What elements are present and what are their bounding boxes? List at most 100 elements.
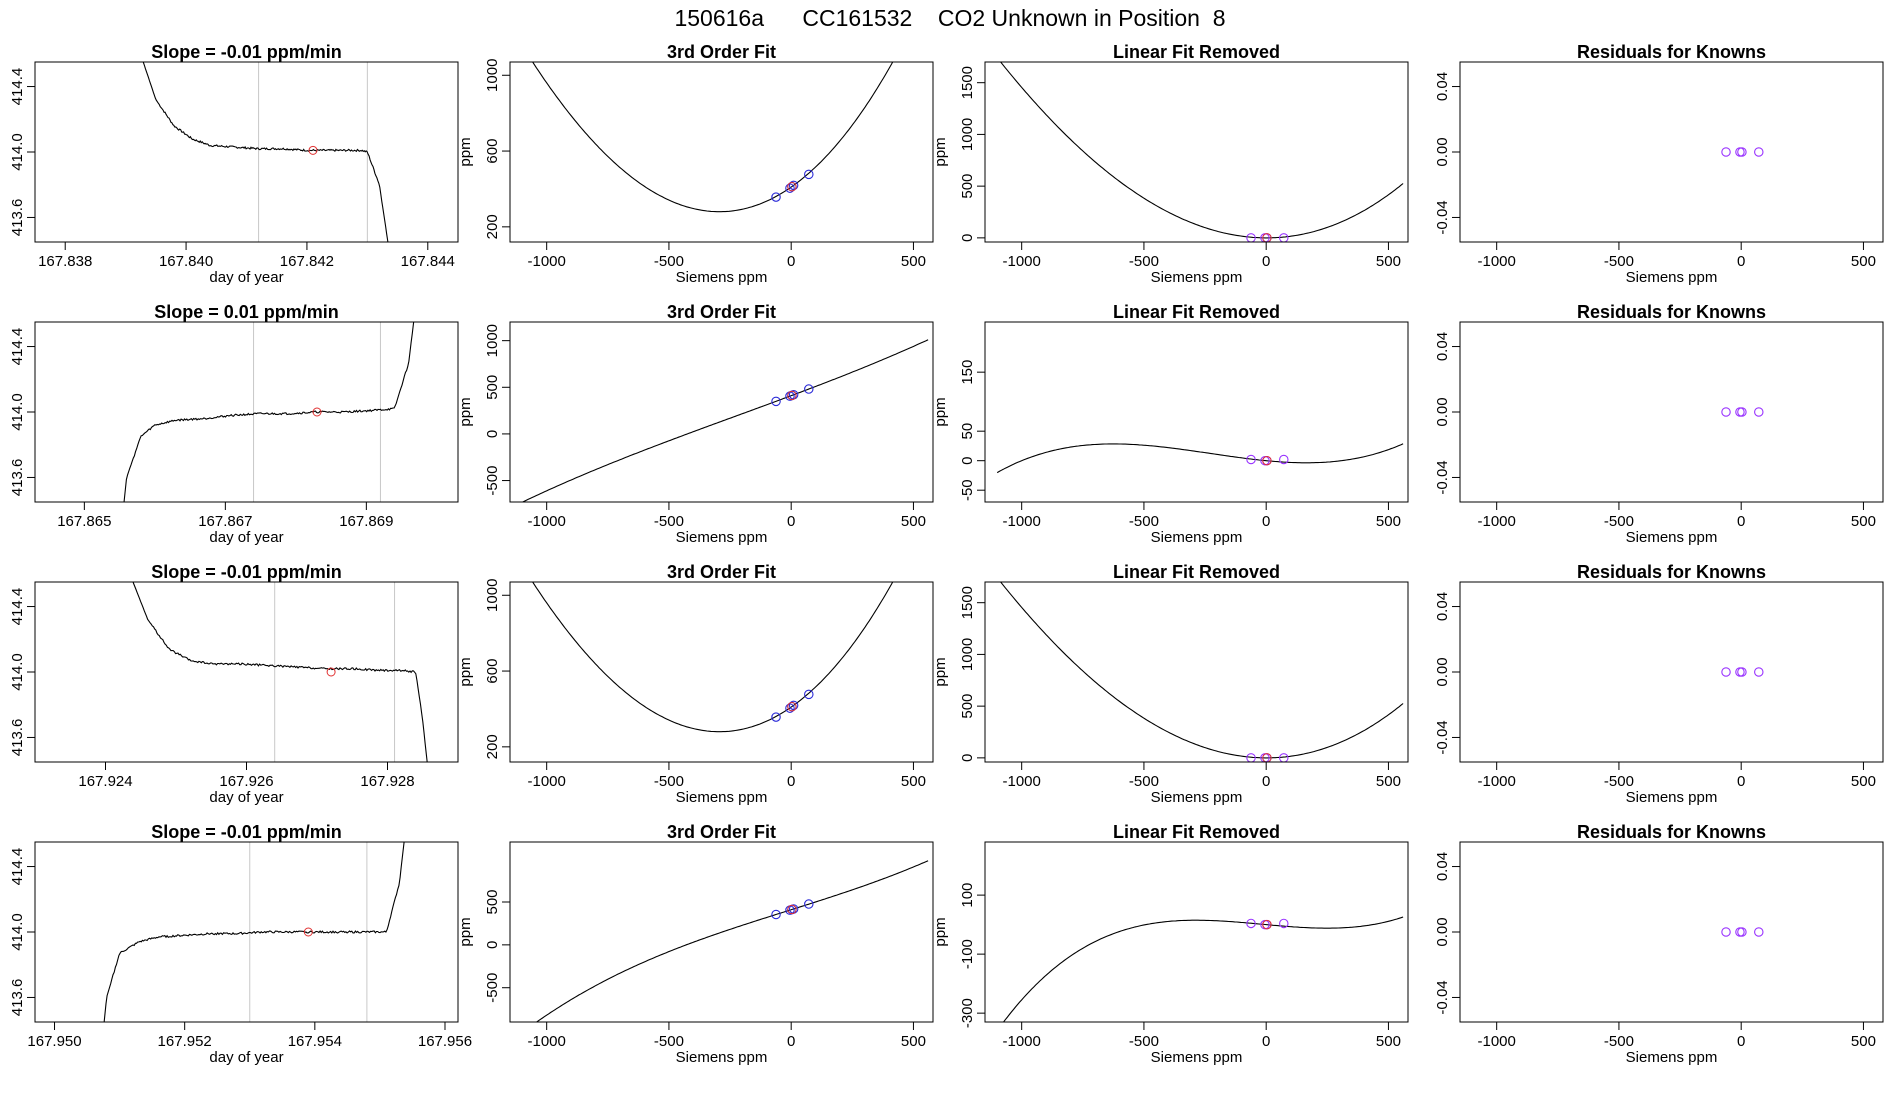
x-axis-label: Siemens ppm (1151, 269, 1243, 286)
panel-0-fit3: 3rd Order Fit -1000 -500 0 500 Siemens ppm 200… (457, 42, 934, 286)
y-tick-label: 150 (959, 360, 976, 385)
plot-area (1002, 916, 1404, 1022)
x-tick-label: -500 (1604, 513, 1634, 530)
x-tick-label: -1000 (1002, 253, 1040, 270)
x-tick-label: -1000 (1002, 773, 1040, 790)
x-axis-label: Siemens ppm (676, 789, 768, 806)
plot-area (1721, 667, 1764, 677)
known-standard-point (1279, 753, 1289, 762)
x-axis-label: Siemens ppm (1626, 1049, 1718, 1066)
x-tick-label: 167.926 (219, 773, 273, 790)
x-tick-label: 500 (901, 513, 926, 530)
unknown-sample-point (1262, 919, 1272, 930)
plot-frame (984, 321, 1409, 503)
ppm-trace-line (123, 322, 415, 502)
x-tick-label: 500 (901, 773, 926, 790)
fit-curve-line (1002, 916, 1404, 1022)
plot-frame (509, 841, 934, 1023)
panel-2-trace: Slope = -0.01 ppm/min 167.924 167.926 167.9… (9, 562, 459, 806)
y-tick-label: 1000 (484, 579, 501, 612)
fit-curve-line (532, 62, 894, 213)
y-axis-label: ppm (457, 397, 474, 426)
y-tick-label: -500 (484, 466, 501, 496)
known-standard-point (788, 180, 799, 191)
x-tick-label: 0 (1737, 253, 1745, 270)
y-tick-label: 0 (959, 457, 976, 465)
plot-frame (1459, 841, 1884, 1023)
known-standard-point (804, 689, 814, 700)
plot-area (123, 322, 415, 502)
x-tick-label: 500 (1851, 773, 1876, 790)
y-tick-label: 0 (484, 941, 501, 949)
y-tick-label: 414.0 (9, 393, 26, 431)
residual-point (1754, 147, 1764, 157)
x-tick-label: 0 (1262, 513, 1270, 530)
panel-title: Linear Fit Removed (1113, 562, 1280, 582)
unknown-sample-point (787, 701, 797, 712)
x-tick-label: 167.867 (198, 513, 252, 530)
y-tick-label: -300 (959, 998, 976, 1028)
x-tick-label: 500 (1851, 1033, 1876, 1050)
x-tick-label: 500 (901, 253, 926, 270)
known-standard-point (1246, 753, 1256, 762)
y-tick-label: -0.04 (1434, 720, 1451, 754)
x-tick-label: -1000 (527, 773, 565, 790)
plot-area (532, 62, 894, 213)
known-standard-point (771, 712, 781, 722)
x-tick-label: -1000 (1002, 513, 1040, 530)
panel-title: 3rd Order Fit (667, 562, 776, 582)
panel-title: Slope = -0.01 ppm/min (151, 822, 342, 842)
x-tick-label: -1000 (1477, 513, 1515, 530)
x-tick-label: 167.842 (280, 253, 334, 270)
plot-frame (34, 61, 459, 243)
plot-area (535, 860, 929, 1022)
y-tick-label: 0 (484, 430, 501, 438)
x-tick-label: 167.865 (57, 513, 111, 530)
plot-area (521, 339, 929, 502)
plot-frame (984, 581, 1409, 763)
x-tick-label: 0 (1262, 773, 1270, 790)
x-tick-label: 0 (787, 513, 795, 530)
x-tick-label: -500 (654, 1033, 684, 1050)
x-tick-label: -500 (1129, 253, 1159, 270)
y-axis-label: ppm (932, 917, 949, 946)
panel-title: Linear Fit Removed (1113, 302, 1280, 322)
x-tick-label: 167.954 (288, 1033, 342, 1050)
panel-2-resid: Residuals for Knowns -1000 -500 0 500 Siemens… (1434, 562, 1884, 806)
residual-point (1735, 407, 1745, 417)
x-tick-label: 0 (1262, 253, 1270, 270)
known-standard-point (1279, 454, 1289, 465)
plot-area (532, 582, 894, 733)
known-standard-point (804, 384, 814, 394)
plot-area (132, 582, 428, 762)
x-tick-label: -1000 (1477, 773, 1515, 790)
y-axis-label: ppm (457, 137, 474, 166)
y-axis-label: ppm (457, 917, 474, 946)
ppm-trace-line (142, 62, 389, 242)
plot-frame (509, 61, 934, 243)
y-tick-label: 1000 (484, 324, 501, 357)
y-tick-label: 0.00 (1434, 917, 1451, 946)
x-tick-label: 500 (1376, 1033, 1401, 1050)
residual-point (1754, 407, 1764, 417)
x-axis-label: day of year (209, 789, 283, 806)
y-tick-label: -0.04 (1434, 200, 1451, 234)
x-axis-label: day of year (209, 269, 283, 286)
x-tick-label: -500 (1604, 253, 1634, 270)
plot-area (996, 443, 1404, 474)
panel-title: Residuals for Knowns (1577, 302, 1766, 322)
x-tick-label: -1000 (1477, 1033, 1515, 1050)
x-tick-label: 0 (1737, 773, 1745, 790)
residual-point (1721, 667, 1731, 677)
residual-point (1735, 667, 1745, 677)
residual-point (1737, 927, 1747, 937)
panel-title: Slope = -0.01 ppm/min (151, 42, 342, 62)
panel-1-trace: Slope = 0.01 ppm/min 167.865 167.867 167.86… (9, 302, 459, 546)
panel-0-resid: Residuals for Knowns -1000 -500 0 500 Siemens… (1434, 42, 1884, 286)
panel-title: Linear Fit Removed (1113, 42, 1280, 62)
x-axis-label: Siemens ppm (676, 529, 768, 546)
y-tick-label: 414.0 (9, 133, 26, 171)
y-tick-label: 0.04 (1434, 72, 1451, 101)
